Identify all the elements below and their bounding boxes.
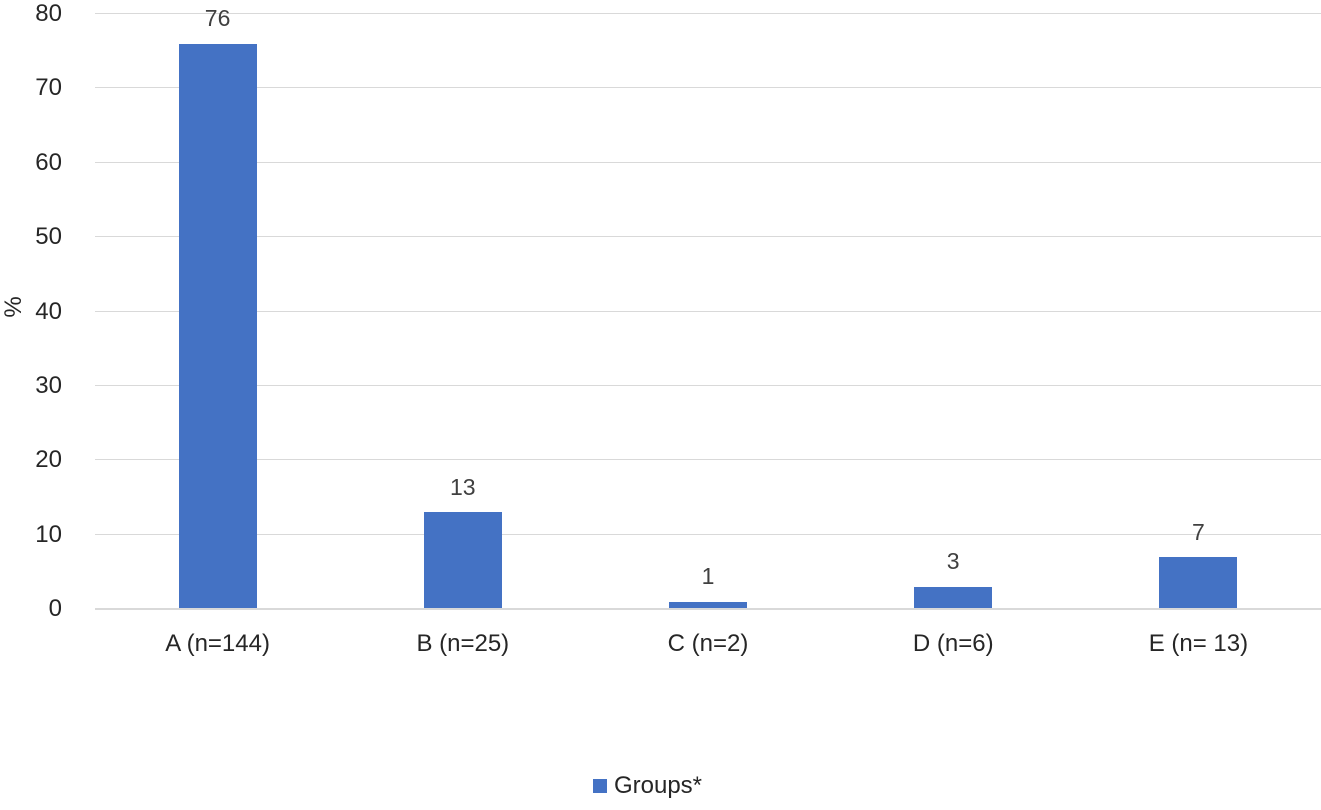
- x-category-label: C (n=2): [667, 630, 749, 657]
- x-category-label: E (n= 13): [1148, 630, 1249, 657]
- gridline-y-70: [95, 87, 1321, 89]
- y-tick-label-50: 50: [35, 223, 62, 251]
- bar-slot-B (n=25): 13: [340, 14, 585, 609]
- plot-area: 76 13 1 3 7: [95, 6, 1321, 610]
- bar: [914, 586, 993, 609]
- x-axis-category-labels: A (n=144) B (n=25) C (n=2) D (n=6) E (n= 13): [95, 630, 1321, 659]
- bar: [1159, 556, 1238, 609]
- bar: [178, 43, 257, 609]
- bar-slot-C (n=2): 1: [585, 14, 830, 609]
- gridline-y-80: [95, 13, 1321, 14]
- bar-series: 76 13 1 3 7: [95, 6, 1321, 609]
- y-tick-label-30: 30: [35, 371, 62, 399]
- legend-label: Groups*: [613, 772, 703, 799]
- bar-slot-E (n= 13): 7: [1076, 14, 1321, 609]
- bar-value-label: 7: [1192, 518, 1205, 545]
- bar-value-label: 3: [946, 548, 960, 575]
- x-category-label: B (n=25): [416, 630, 510, 657]
- gridline-y-40: [95, 310, 1321, 312]
- y-tick-label-10: 10: [35, 520, 62, 548]
- bar: [669, 601, 747, 609]
- gridline-y-60: [95, 161, 1321, 163]
- bar-slot-D (n=6): 3: [831, 14, 1076, 609]
- y-tick-label-20: 20: [35, 446, 62, 474]
- bar-value-label: 76: [204, 5, 231, 32]
- gridline-y-20: [95, 459, 1321, 461]
- gridline-y-10: [95, 533, 1321, 535]
- legend-color-swatch-icon: [592, 779, 607, 793]
- legend: Groups*: [0, 774, 1308, 798]
- y-tick-label-40: 40: [35, 297, 62, 325]
- x-category-label: A (n=144): [165, 630, 270, 657]
- gridline-y-30: [95, 384, 1321, 386]
- bar-slot-A (n=144): 76: [95, 6, 340, 609]
- y-tick-label-60: 60: [35, 148, 62, 176]
- y-axis-tick-labels: 0 10 20 30 40 50 60 70 80: [0, 2, 62, 621]
- x-category-label: D (n=6): [912, 630, 994, 657]
- bar: [423, 512, 502, 609]
- y-tick-label-0: 0: [48, 595, 62, 622]
- y-tick-label-70: 70: [35, 74, 62, 102]
- bar-value-label: 1: [701, 563, 715, 590]
- y-tick-label-80: 80: [35, 0, 62, 27]
- gridline-y-50: [95, 236, 1321, 238]
- bar-value-label: 13: [450, 474, 476, 501]
- x-axis-line: [95, 608, 1321, 610]
